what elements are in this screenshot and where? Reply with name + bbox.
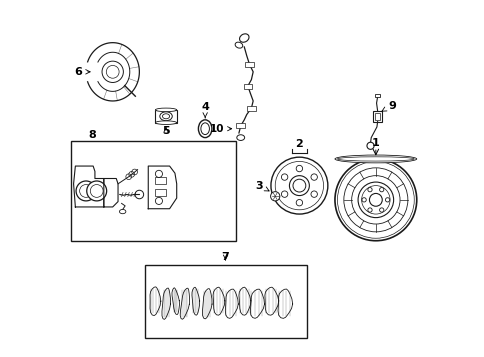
Polygon shape: [264, 287, 278, 315]
Circle shape: [361, 198, 365, 202]
Circle shape: [296, 200, 302, 206]
Text: 3: 3: [255, 181, 269, 191]
Ellipse shape: [236, 135, 244, 140]
Circle shape: [334, 159, 416, 241]
Text: 4: 4: [201, 102, 209, 118]
Polygon shape: [277, 289, 292, 318]
Circle shape: [281, 174, 287, 180]
Circle shape: [367, 187, 371, 192]
Text: 6: 6: [74, 67, 90, 77]
Bar: [71, 141, 236, 241]
Bar: [155, 189, 166, 196]
Bar: [155, 110, 176, 123]
Bar: [243, 84, 252, 89]
Circle shape: [310, 174, 317, 180]
Circle shape: [310, 191, 317, 197]
Bar: [245, 62, 253, 67]
Ellipse shape: [119, 210, 126, 214]
Ellipse shape: [155, 121, 176, 125]
Polygon shape: [88, 43, 139, 101]
Bar: [144, 265, 306, 338]
Text: 8: 8: [89, 130, 96, 140]
Polygon shape: [74, 166, 104, 207]
Bar: [374, 94, 379, 97]
Circle shape: [271, 157, 327, 214]
Ellipse shape: [239, 34, 248, 42]
Bar: [236, 124, 244, 129]
Bar: [155, 177, 166, 184]
Polygon shape: [180, 288, 189, 319]
Polygon shape: [202, 288, 212, 319]
Circle shape: [379, 187, 383, 192]
Circle shape: [76, 181, 96, 201]
Circle shape: [366, 142, 373, 149]
Circle shape: [281, 191, 287, 197]
Bar: [247, 106, 255, 111]
Ellipse shape: [198, 120, 212, 137]
Circle shape: [379, 208, 383, 212]
Circle shape: [385, 198, 389, 202]
Polygon shape: [104, 178, 118, 207]
Circle shape: [296, 165, 302, 172]
Polygon shape: [225, 289, 238, 318]
Ellipse shape: [334, 155, 416, 163]
Circle shape: [270, 192, 279, 201]
Text: 1: 1: [371, 138, 379, 148]
Polygon shape: [148, 166, 176, 209]
Polygon shape: [250, 289, 264, 318]
Polygon shape: [162, 288, 170, 320]
Ellipse shape: [155, 108, 176, 112]
Text: 9: 9: [381, 101, 395, 111]
Polygon shape: [212, 287, 225, 315]
Circle shape: [289, 176, 309, 196]
Polygon shape: [172, 288, 179, 315]
Bar: [373, 111, 381, 122]
Polygon shape: [192, 287, 199, 315]
Bar: [374, 113, 379, 120]
Text: 7: 7: [221, 252, 229, 262]
Polygon shape: [150, 287, 161, 316]
Ellipse shape: [235, 42, 242, 48]
Text: 5: 5: [162, 126, 169, 136]
Circle shape: [367, 208, 371, 212]
Polygon shape: [239, 287, 250, 315]
Text: 10: 10: [209, 124, 231, 134]
Text: 2: 2: [295, 139, 302, 149]
Circle shape: [87, 181, 106, 201]
Circle shape: [369, 193, 381, 206]
